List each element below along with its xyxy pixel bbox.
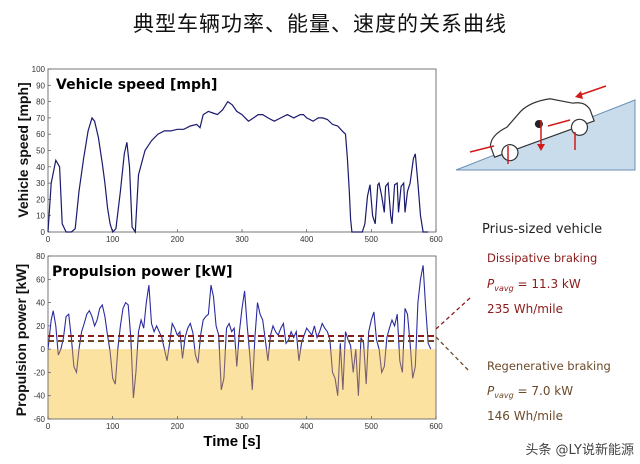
y-tick-label: 10 [36,212,45,221]
weight-arrow-head [537,144,545,151]
regenerative-label: Regenerative braking [487,359,611,373]
regenerative-p-symbol: P [487,384,495,398]
front-wheel [570,118,589,136]
speed-y-ticks: 0 10 20 30 40 50 60 70 80 90 100 [32,65,51,237]
y-tick-label: 20 [36,195,45,204]
x-tick-label: 400 [300,422,314,431]
x-tick-label: 100 [106,235,120,244]
y-tick-label: 30 [36,179,45,188]
dissipative-p-symbol: P [487,277,495,291]
x-tick-label: 100 [106,422,120,431]
y-tick-label: -20 [33,368,45,377]
power-x-ticks: 0 100 200 300 400 500 600 [46,416,443,431]
x-tick-label: 600 [429,422,443,431]
speed-chart-title: Vehicle speed [mph] [56,77,217,93]
power-y-axis-label: Propulsion power [kW] [13,264,29,416]
dissipative-label: Dissipative braking [487,251,597,265]
x-tick-label: 500 [365,235,379,244]
y-tick-label: 40 [36,163,45,172]
power-chart-title: Propulsion power [kW] [52,264,233,280]
y-tick-label: 100 [32,65,46,74]
y-tick-label: 70 [36,114,45,123]
x-tick-label: 200 [171,422,185,431]
page-title: 典型车辆功率、能量、速度的关系曲线 [133,12,507,36]
x-tick-label: 300 [235,235,249,244]
vehicle-incline-diagram [455,85,636,171]
x-tick-label: 500 [365,422,379,431]
y-tick-label: 0 [41,345,46,354]
car-outline [489,98,595,162]
y-tick-label: -40 [33,392,45,401]
y-tick-label: 0 [41,228,46,237]
x-tick-label: 200 [171,235,185,244]
rear-wheel [501,144,519,162]
y-tick-label: -60 [33,415,45,424]
y-tick-label: 40 [36,299,45,308]
drag-arrow [579,85,607,96]
dissipative-power: Pvavg = 11.3 kW [487,277,581,293]
car-body [489,98,595,158]
speed-x-ticks: 0 100 200 300 400 500 600 [46,229,443,244]
dissipative-leader-line [435,297,471,330]
power-series-line [48,265,432,350]
watermark: 头条 @LY说新能源 [525,443,634,458]
dissipative-value: = 11.3 kW [514,277,581,291]
side-heading: Prius-sized vehicle [482,222,602,237]
x-tick-label: 600 [429,235,443,244]
dissipative-energy: 235 Wh/mile [487,302,563,316]
side-panel: Prius-sized vehicle Dissipative braking … [482,222,611,423]
x-tick-label: 0 [46,422,51,431]
front-traction-arrow [547,119,571,127]
y-tick-label: 60 [36,275,45,284]
regenerative-p-subscript: vavg [494,391,513,400]
drag-arrow-head [575,91,583,99]
speed-y-axis-label: Vehicle speed [mph] [15,82,31,217]
x-tick-label: 300 [235,422,249,431]
y-tick-label: 80 [36,252,45,261]
x-tick-label: 400 [300,235,314,244]
negative-power-region [48,349,436,419]
power-x-axis-label: Time [s] [203,433,260,450]
x-tick-label: 0 [46,235,51,244]
speed-series-line [47,100,429,234]
speed-chart: 0 10 20 30 40 50 60 70 80 90 100 0 100 200 300 400 500 6… [15,65,443,244]
y-tick-label: 90 [36,81,45,90]
power-y-ticks: -60 -40 -20 0 20 40 60 80 [33,252,51,424]
dissipative-p-subscript: vavg [494,284,513,293]
regenerative-power: Pvavg = 7.0 kW [487,384,573,400]
y-tick-label: 20 [36,322,45,331]
y-tick-label: 60 [36,130,45,139]
y-tick-label: 80 [36,98,45,107]
rear-traction-arrow [469,145,495,153]
power-chart: -60 -40 -20 0 20 40 60 80 0 100 200 300 400 500 600 P… [13,252,443,450]
speed-plot-frame [47,68,437,233]
y-tick-label: 50 [36,147,45,156]
power-series-negative-part [48,349,431,399]
regenerative-energy: 146 Wh/mile [487,409,563,423]
regenerative-value: = 7.0 kW [514,384,574,398]
regenerative-leader-line [435,336,471,373]
